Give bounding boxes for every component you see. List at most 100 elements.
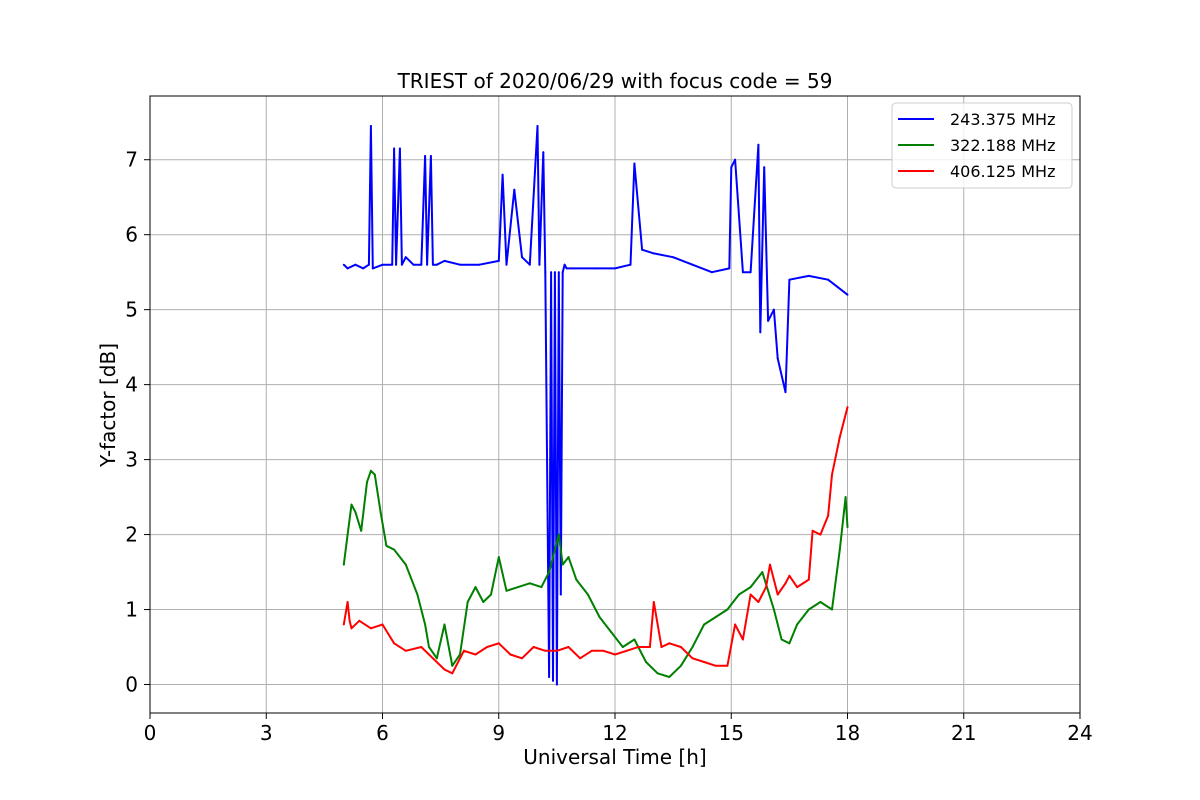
series-3-point (393, 642, 396, 645)
series-1-point (730, 166, 733, 169)
series-3-point (637, 646, 640, 648)
series-1-point (553, 271, 556, 274)
series-2-point (831, 608, 833, 611)
series-3-point (776, 593, 779, 596)
series-1-point (548, 676, 551, 678)
series-2-point (567, 556, 570, 559)
series-1-point (459, 263, 461, 266)
series-1-point (614, 267, 616, 270)
series-1-point (497, 259, 500, 262)
series-1-point (544, 271, 547, 274)
series-2-point (561, 563, 564, 566)
series-2-point (703, 623, 706, 626)
series-1-point (827, 278, 830, 281)
x-tick-label: 24 (1067, 721, 1092, 745)
series-3-point (846, 406, 849, 409)
x-tick-label: 12 (602, 721, 627, 745)
series-1-point (395, 263, 398, 266)
legend-label-2: 322.188 MHz (950, 136, 1055, 155)
y-tick-label: 7 (125, 148, 138, 172)
series-1-point (629, 263, 632, 266)
series-1-point (371, 267, 374, 270)
series-1-point (420, 263, 423, 266)
x-tick-label: 18 (835, 721, 860, 745)
series-3-point (342, 623, 345, 626)
series-2-point (844, 496, 847, 499)
series-2-point (557, 533, 560, 536)
series-3-point (765, 586, 768, 589)
x-tick-label: 15 (719, 721, 744, 745)
series-1-point (759, 331, 762, 334)
series-2-point (807, 608, 810, 611)
series-1-point (426, 263, 429, 266)
series-1-point (505, 263, 508, 266)
series-3-point (521, 657, 523, 660)
series-3-point (819, 533, 822, 536)
series-1-point (728, 267, 731, 270)
series-2-point (424, 623, 427, 626)
series-2-point (780, 638, 783, 641)
series-3-point (831, 473, 833, 476)
series-3-point (625, 649, 628, 652)
series-3-point (590, 649, 593, 652)
series-2-point (366, 481, 368, 484)
series-3-point (769, 563, 771, 566)
series-2-point (404, 563, 407, 566)
legend-label-1: 243.375 MHz (950, 110, 1055, 129)
series-3-point (668, 642, 671, 645)
series-2-point (373, 473, 376, 476)
y-tick-label: 4 (125, 373, 138, 397)
series-1-point (561, 271, 564, 274)
series-2-point (497, 556, 500, 559)
series-2-point (385, 544, 388, 547)
series-2-point (645, 661, 647, 663)
series-2-point (443, 623, 446, 626)
series-1-point (398, 147, 401, 150)
y-tick-label: 1 (125, 598, 138, 622)
series-2-point (788, 642, 791, 645)
series-2-point (598, 616, 601, 618)
series-2-point (586, 593, 589, 596)
series-3-point (749, 593, 752, 596)
series-2-point (656, 672, 659, 675)
series-layer (342, 125, 849, 686)
series-2-point (369, 469, 372, 472)
series-3-point (784, 582, 787, 585)
legend-box (891, 102, 1073, 189)
series-2-point (749, 586, 752, 589)
series-3-point (691, 657, 694, 660)
series-3-point (462, 649, 465, 652)
series-3-point (788, 574, 791, 577)
chart-title: TRIEST of 2020/06/29 with focus code = 5… (397, 69, 833, 93)
series-1-point (367, 263, 370, 266)
series-3-point (579, 657, 582, 660)
series-1-point (536, 125, 539, 127)
series-1-point (571, 267, 574, 270)
series-3-point (807, 578, 810, 581)
series-1-point (557, 271, 560, 274)
series-1-point (521, 256, 523, 259)
series-1-point (788, 278, 791, 281)
series-1-point (528, 263, 531, 266)
series-1-point (391, 263, 394, 266)
series-2-point (466, 601, 469, 603)
y-tick-label: 6 (125, 223, 138, 247)
series-1-point (633, 162, 636, 165)
series-2-point (342, 563, 345, 566)
series-2-point (575, 578, 578, 581)
series-1-point (763, 166, 766, 169)
series-1-point (757, 143, 760, 146)
series-3-point (350, 627, 353, 630)
series-3-point (346, 601, 349, 603)
series-1-point (565, 267, 568, 270)
series-2-point (838, 548, 841, 551)
series-1-point (400, 263, 403, 266)
series-2-point (846, 526, 849, 529)
series-1-point (412, 263, 415, 266)
series-3-point (532, 646, 535, 648)
y-tick-label: 5 (125, 298, 138, 322)
series-1-point (672, 256, 675, 259)
series-2-point (553, 548, 556, 551)
x-tick-label: 21 (951, 721, 976, 745)
series-3-point (660, 646, 663, 648)
